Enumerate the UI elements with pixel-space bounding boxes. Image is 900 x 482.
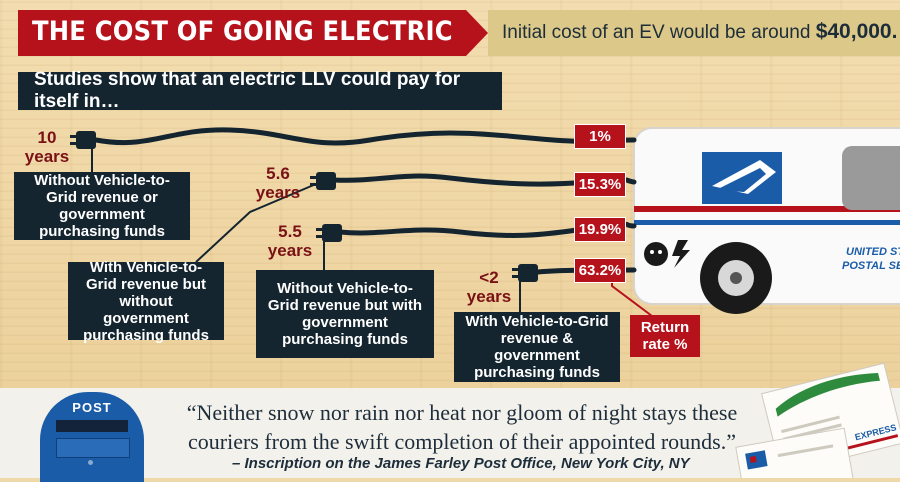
years-number: <2 — [479, 268, 499, 287]
studies-banner: Studies show that an electric LLV could … — [18, 69, 502, 112]
years-unit: years — [255, 183, 301, 202]
years-label-1: 10 years — [22, 128, 72, 166]
page-title: THE COST OF GOING ELECTRIC — [32, 16, 453, 47]
truck-side-text-2: POSTAL SE — [842, 260, 900, 272]
return-rate-label: Return rate % — [630, 315, 700, 357]
plug-icon — [70, 131, 96, 149]
return-rate-2: 15.3% — [574, 172, 626, 197]
cost-value: $40,000. — [815, 20, 898, 43]
postal-truck-illustration — [633, 127, 900, 314]
cost-banner — [488, 10, 900, 56]
years-unit: years — [466, 287, 512, 306]
return-rate-1: 1% — [574, 124, 626, 149]
return-rate-3: 19.9% — [574, 217, 626, 242]
mailbox-knob — [88, 460, 93, 465]
return-rate-4: 63.2% — [574, 258, 626, 283]
scenario-box-3: Without Vehicle-to-Grid revenue but with… — [256, 270, 434, 358]
years-unit: years — [267, 241, 313, 260]
years-number: 5.5 — [278, 222, 302, 241]
title-banner — [18, 10, 466, 56]
years-label-2: 5.6 years — [248, 164, 308, 202]
quote-text: “Neither snow nor rain nor heat nor gloo… — [186, 400, 738, 454]
years-label-3: 5.5 years — [262, 222, 318, 260]
title-banner-arrow — [466, 10, 488, 56]
scenario-box-4: With Vehicle-to-Grid revenue & governmen… — [454, 312, 620, 382]
plug-icon — [316, 224, 342, 242]
scenario-box-1: Without Vehicle-to-Grid revenue or gover… — [14, 172, 190, 240]
cost-prefix: Initial cost of an EV would be around — [502, 22, 816, 43]
quote-attribution: – Inscription on the James Farley Post O… — [232, 455, 690, 472]
truck-side-text-1: UNITED ST — [846, 246, 900, 258]
mailbox-icon — [40, 392, 144, 482]
years-number: 5.6 — [266, 164, 290, 183]
plug-icon — [310, 172, 336, 190]
years-number: 10 — [37, 128, 57, 147]
years-label-4: <2 years — [460, 268, 518, 306]
mailbox-slot — [56, 420, 128, 432]
scenario-box-2: With Vehicle-to-Grid revenue but without… — [68, 259, 224, 344]
plug-icon — [512, 264, 538, 282]
years-unit: years — [24, 147, 70, 166]
mailbox-door — [56, 438, 130, 458]
mailbox-label: POST — [72, 400, 112, 415]
initial-cost-text: Initial cost of an EV would be around $4… — [502, 20, 897, 44]
envelope-icon — [735, 427, 856, 478]
